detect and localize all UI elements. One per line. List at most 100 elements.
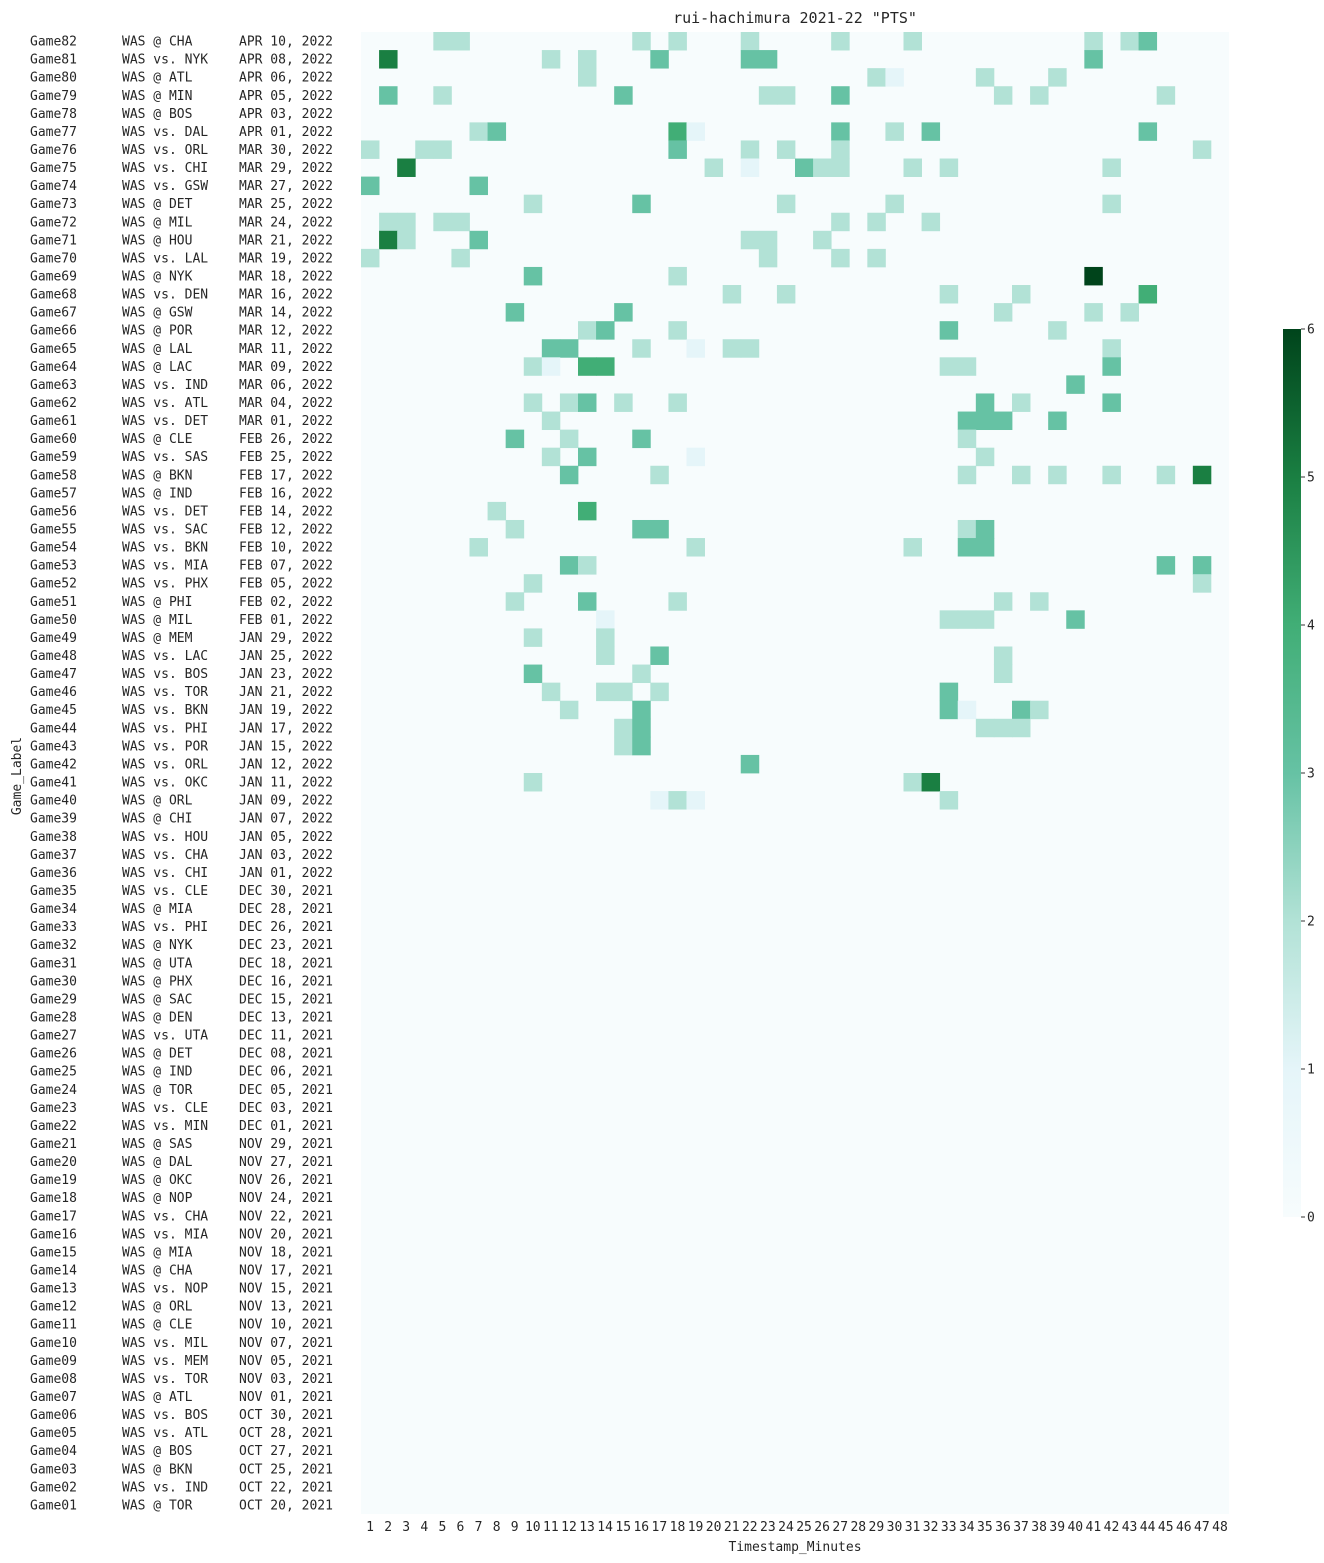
row-label: JAN 07, 2022 xyxy=(239,812,333,827)
row-label: WAS vs. MIA xyxy=(122,1227,208,1242)
colorbar-tick-label: 2 xyxy=(1307,915,1315,930)
heatmap-cell xyxy=(523,574,543,593)
heatmap-cell xyxy=(1084,266,1103,286)
row-label: APR 05, 2022 xyxy=(239,89,333,104)
row-label: OCT 27, 2021 xyxy=(239,1444,333,1459)
row-label: JAN 25, 2022 xyxy=(239,649,333,664)
row-label: APR 06, 2022 xyxy=(239,71,333,86)
heatmap-cell xyxy=(650,646,669,665)
row-label: WAS vs. LAL xyxy=(122,251,208,266)
heatmap-cell xyxy=(415,140,434,159)
heatmap-cell xyxy=(1138,122,1158,141)
row-label: Game13 xyxy=(30,1282,77,1297)
heatmap-cell xyxy=(505,429,525,449)
row-label: WAS vs. POR xyxy=(122,739,208,754)
heatmap-cell xyxy=(650,519,669,539)
heatmap-cell xyxy=(578,50,597,69)
heatmap-cell xyxy=(776,194,796,214)
row-label: WAS vs. CHI xyxy=(122,866,208,881)
heatmap-cell xyxy=(668,266,687,286)
row-label: Game16 xyxy=(30,1227,77,1242)
heatmap-cell xyxy=(1102,339,1121,358)
row-label: MAR 16, 2022 xyxy=(239,288,333,303)
row-label: WAS @ MIL xyxy=(122,215,193,230)
row-label: Game23 xyxy=(30,1101,77,1116)
heatmap-cell xyxy=(795,158,814,177)
row-label: OCT 22, 2021 xyxy=(239,1480,333,1495)
row-label: Game20 xyxy=(30,1155,77,1170)
heatmap-background xyxy=(361,32,1229,1514)
heatmap-cell xyxy=(686,122,705,141)
x-tick-label: 41 xyxy=(1086,1520,1102,1535)
heatmap-cell xyxy=(541,357,561,376)
heatmap-cell xyxy=(578,592,597,611)
row-label: Game49 xyxy=(30,631,77,646)
x-tick-label: 26 xyxy=(814,1520,830,1535)
heatmap-cell xyxy=(596,646,615,665)
row-label: Game63 xyxy=(30,378,77,393)
row-label: Game25 xyxy=(30,1065,77,1080)
row-label: Game47 xyxy=(30,667,77,682)
row-label: WAS @ TOR xyxy=(122,1498,193,1513)
row-label: Game21 xyxy=(30,1137,77,1152)
x-tick-label: 25 xyxy=(796,1520,812,1535)
row-label: WAS vs. PHI xyxy=(122,920,208,935)
heatmap-cell xyxy=(993,646,1013,665)
heatmap-cell xyxy=(614,303,633,322)
x-tick-label: 44 xyxy=(1140,1520,1156,1535)
x-tick-label: 47 xyxy=(1194,1520,1210,1535)
row-label: DEC 23, 2021 xyxy=(239,938,333,953)
heatmap-cell xyxy=(957,610,977,629)
row-label: WAS vs. ORL xyxy=(122,143,208,158)
row-label: WAS @ ORL xyxy=(122,794,193,809)
heatmap-cell xyxy=(1138,285,1158,304)
heatmap-cell xyxy=(740,50,760,69)
row-label: JAN 05, 2022 xyxy=(239,830,333,845)
heatmap-cell xyxy=(776,86,796,105)
heatmap-cell xyxy=(578,393,597,412)
heatmap-cell xyxy=(993,718,1013,738)
row-label: WAS vs. LAC xyxy=(122,649,208,664)
row-label: Game14 xyxy=(30,1264,77,1279)
row-label: WAS @ DET xyxy=(122,197,193,212)
heatmap-cell xyxy=(993,411,1013,431)
row-label: WAS @ ATL xyxy=(122,71,193,86)
colorbar-tick-label: 3 xyxy=(1307,767,1315,782)
heatmap-cell xyxy=(813,230,832,250)
row-label: WAS @ BKN xyxy=(122,1462,192,1477)
row-label: WAS @ ORL xyxy=(122,1300,193,1315)
row-label: MAR 21, 2022 xyxy=(239,233,333,248)
heatmap-cell xyxy=(758,230,778,250)
heatmap-cell xyxy=(740,339,760,358)
row-label: WAS @ NYK xyxy=(122,938,193,953)
heatmap-cell xyxy=(903,158,922,177)
x-tick-label: 7 xyxy=(475,1520,483,1535)
row-label: WAS vs. BOS xyxy=(122,667,208,682)
x-tick-label: 15 xyxy=(615,1520,631,1535)
heatmap-cell xyxy=(487,122,507,141)
row-label: Game74 xyxy=(30,179,77,194)
row-label: WAS @ CHA xyxy=(122,1264,193,1279)
heatmap-cell xyxy=(704,158,724,177)
heatmap-cell xyxy=(1138,32,1158,51)
row-label: WAS vs. UTA xyxy=(122,1029,208,1044)
x-tick-label: 19 xyxy=(688,1520,704,1535)
row-label: Game77 xyxy=(30,125,77,140)
row-label: Game59 xyxy=(30,450,77,465)
x-tick-label: 20 xyxy=(706,1520,722,1535)
heatmap-cells xyxy=(361,32,1229,1514)
heatmap-cell xyxy=(632,32,651,51)
row-label: Game55 xyxy=(30,523,77,538)
row-label: Game43 xyxy=(30,739,77,754)
heatmap-cell xyxy=(1084,32,1103,51)
row-label: Game27 xyxy=(30,1029,77,1044)
row-label: Game37 xyxy=(30,848,77,863)
row-label: Game04 xyxy=(30,1444,77,1459)
heatmap-cell xyxy=(1066,375,1085,394)
row-label: WAS @ MIA xyxy=(122,1245,193,1260)
x-tick-label: 29 xyxy=(869,1520,885,1535)
heatmap-cell xyxy=(975,610,995,629)
row-label: DEC 11, 2021 xyxy=(239,1029,333,1044)
x-tick-label: 23 xyxy=(760,1520,776,1535)
heatmap-cell xyxy=(921,773,941,792)
